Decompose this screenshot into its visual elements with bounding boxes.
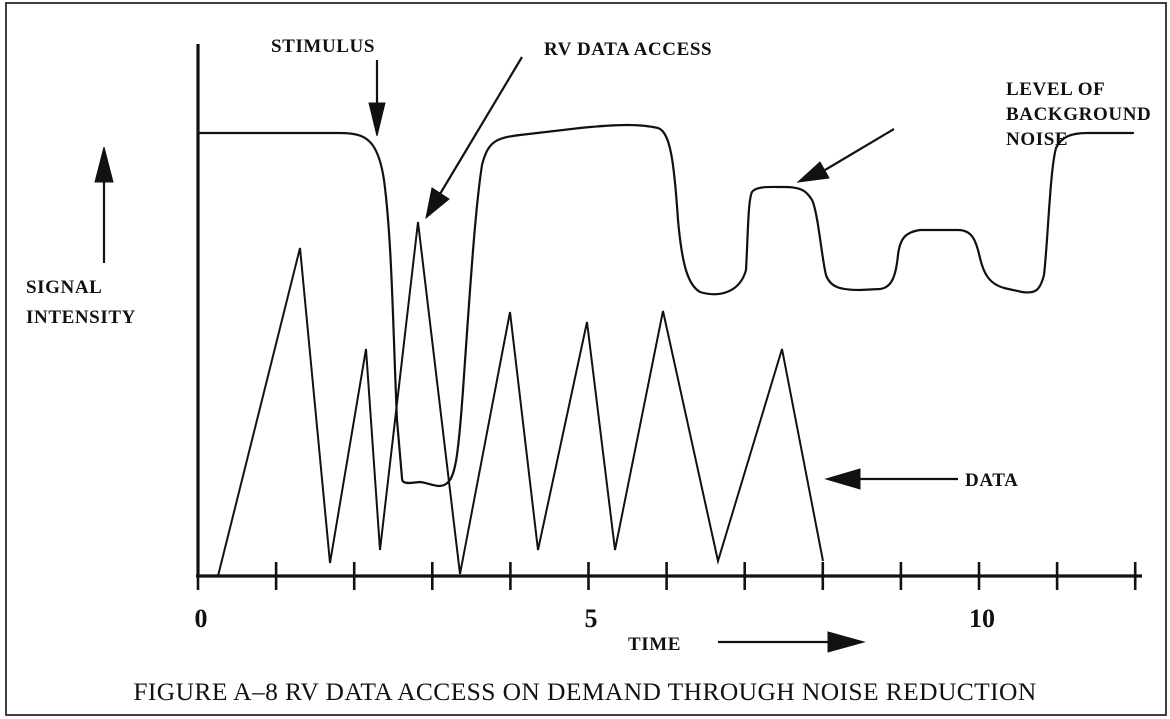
stimulus-label: STIMULUS [271,36,375,57]
x-tick-label-10: 10 [969,604,995,633]
data-label: DATA [965,470,1018,491]
rv-data-access-arrow [425,56,523,220]
figure-border [5,2,1167,716]
figure-caption: FIGURE A–8 RV DATA ACCESS ON DEMAND THRO… [133,677,1036,706]
time-arrow [718,631,866,653]
y-axis-label-line-2: INTENSITY [26,307,136,328]
noise-label-line-2: BACKGROUND [1006,104,1151,125]
stimulus-arrow [368,60,386,137]
data-arrow [824,468,958,490]
x-axis-ticks [196,562,1137,590]
noise-label-line-3: NOISE [1006,129,1068,150]
signal-intensity-up-arrow [94,146,114,263]
x-tick-label-0: 0 [195,604,208,633]
y-axis-label-line-1: SIGNAL [26,277,102,298]
rv-data-access-label: RV DATA ACCESS [544,39,712,60]
background-noise-arrow [796,128,895,183]
background-noise-curve [196,123,1135,488]
data-signal-line [217,221,824,577]
noise-label-line-1: LEVEL OF [1006,79,1105,100]
x-tick-label-5: 5 [585,604,598,633]
x-axis-label: TIME [628,634,681,655]
